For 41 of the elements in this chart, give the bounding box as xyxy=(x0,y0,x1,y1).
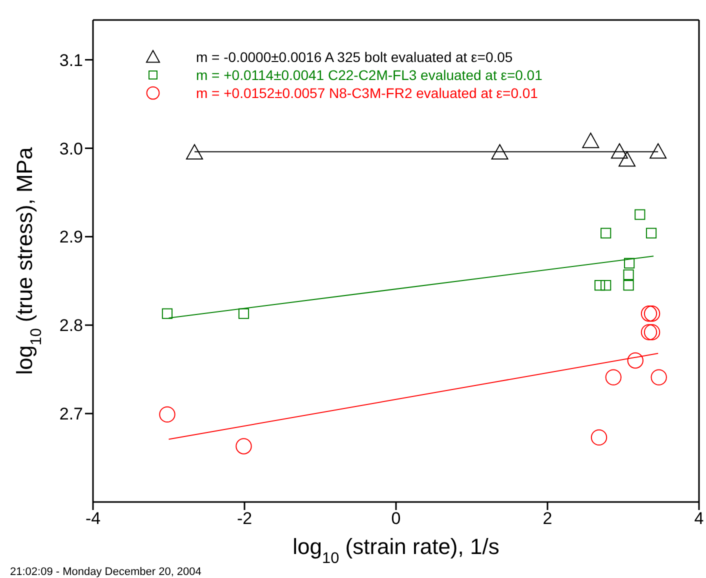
point xyxy=(624,258,635,269)
point xyxy=(623,269,634,280)
point xyxy=(236,438,252,454)
y-tick-label: 3.1 xyxy=(59,50,83,70)
point xyxy=(600,228,612,238)
text: m = +0.0152±0.0057 N8-C3M-FR2 evaluated at ε=0.01 xyxy=(196,84,538,102)
x-axis-title: log$_{10}$ (strain rate), 1/s xyxy=(292,534,500,566)
point xyxy=(590,429,608,446)
point xyxy=(640,306,658,322)
point xyxy=(594,280,606,291)
point xyxy=(605,369,622,386)
point xyxy=(644,306,660,322)
point xyxy=(634,209,646,220)
x-tick-label: -2 xyxy=(236,509,252,528)
y-tick-label: 2.8 xyxy=(59,316,83,336)
point xyxy=(623,280,634,291)
point xyxy=(640,324,658,340)
point xyxy=(238,308,250,319)
point xyxy=(646,228,657,238)
point xyxy=(627,352,644,369)
point xyxy=(186,144,204,160)
point xyxy=(650,369,667,386)
point xyxy=(644,324,660,340)
x-tick-label: -4 xyxy=(85,509,101,528)
x-tick-label: 0 xyxy=(391,509,401,528)
y-tick-label: 2.9 xyxy=(59,228,83,247)
text: m = +0.0114±0.0041 C22-C2M-FL3 evaluated at ε=0.01 xyxy=(196,66,542,84)
y-tick-label: 3.0 xyxy=(59,139,83,158)
point xyxy=(162,308,173,319)
x-tick-label: 2 xyxy=(542,509,552,528)
point xyxy=(159,406,176,423)
point xyxy=(650,143,667,159)
point xyxy=(491,144,508,160)
x-tick-label: 4 xyxy=(694,509,704,528)
y-tick-label: 2.7 xyxy=(59,404,83,424)
point xyxy=(610,143,628,159)
point xyxy=(600,280,612,291)
point xyxy=(582,132,600,148)
point xyxy=(618,151,636,167)
text: 21:02:09 - Monday December 20, 2004 xyxy=(10,566,202,578)
text: m = -0.0000±0.0016 A 325 bolt evaluated at ε=0.05 xyxy=(196,48,513,66)
